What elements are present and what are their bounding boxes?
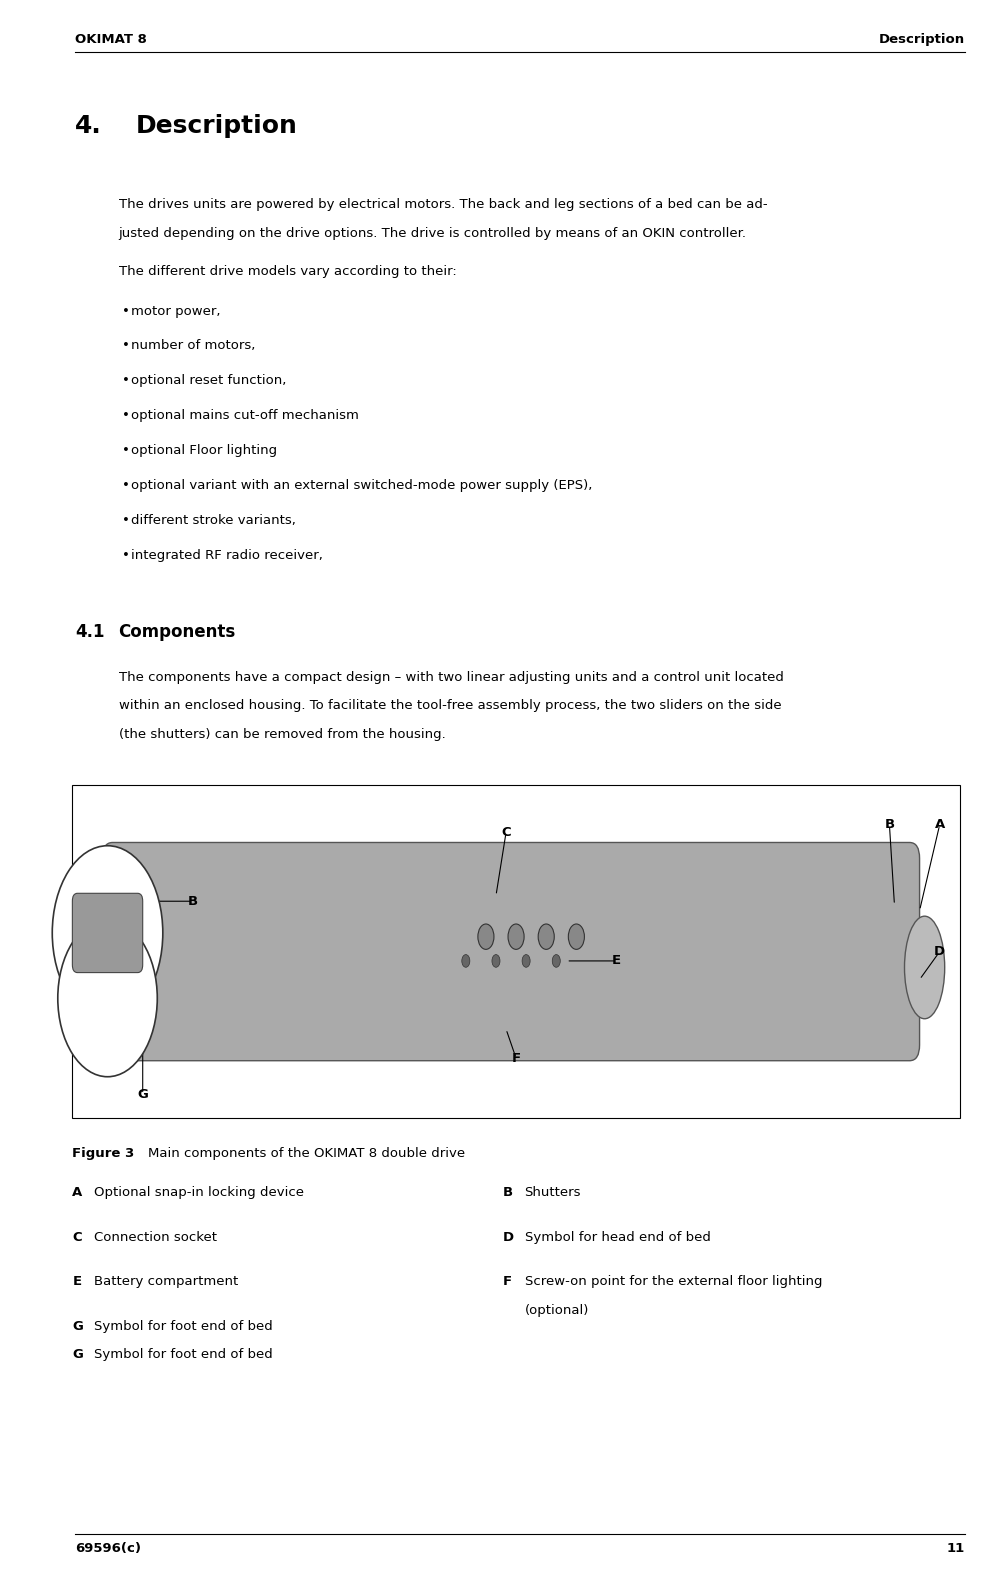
Text: 69596(c): 69596(c): [75, 1542, 142, 1554]
Text: Symbol for foot end of bed: Symbol for foot end of bed: [94, 1348, 273, 1361]
Ellipse shape: [80, 882, 125, 1021]
Circle shape: [508, 925, 525, 950]
Text: A: A: [935, 818, 945, 831]
Text: E: E: [612, 955, 621, 967]
Text: 11: 11: [947, 1542, 965, 1554]
Circle shape: [553, 955, 561, 967]
Text: F: F: [512, 1052, 521, 1064]
Text: number of motors,: number of motors,: [131, 339, 255, 352]
FancyBboxPatch shape: [72, 785, 960, 1118]
Text: Components: Components: [119, 623, 236, 641]
Text: Battery compartment: Battery compartment: [94, 1275, 239, 1288]
Text: Description: Description: [136, 114, 297, 138]
Text: C: C: [72, 1231, 82, 1243]
Text: D: D: [934, 945, 946, 958]
Text: The components have a compact design – with two linear adjusting units and a con: The components have a compact design – w…: [119, 671, 784, 684]
Text: (optional): (optional): [525, 1304, 589, 1316]
Text: C: C: [501, 826, 511, 839]
Circle shape: [539, 925, 555, 950]
Text: Shutters: Shutters: [525, 1186, 581, 1199]
Text: •: •: [122, 409, 130, 422]
Circle shape: [523, 955, 531, 967]
Text: within an enclosed housing. To facilitate the tool-free assembly process, the tw: within an enclosed housing. To facilitat…: [119, 699, 781, 712]
Text: motor power,: motor power,: [131, 305, 220, 317]
Text: •: •: [122, 479, 130, 492]
Circle shape: [461, 955, 469, 967]
Circle shape: [478, 925, 494, 950]
Text: Figure 3: Figure 3: [72, 1147, 135, 1159]
FancyBboxPatch shape: [103, 842, 920, 1061]
Text: •: •: [122, 444, 130, 457]
Text: Symbol for foot end of bed: Symbol for foot end of bed: [94, 1320, 273, 1332]
Text: different stroke variants,: different stroke variants,: [131, 514, 295, 527]
Text: A: A: [97, 926, 108, 939]
Text: F: F: [502, 1275, 512, 1288]
Text: optional mains cut-off mechanism: optional mains cut-off mechanism: [131, 409, 359, 422]
Text: Optional snap-in locking device: Optional snap-in locking device: [94, 1186, 305, 1199]
Text: The different drive models vary according to their:: The different drive models vary accordin…: [119, 265, 456, 278]
Text: •: •: [122, 374, 130, 387]
Circle shape: [52, 845, 163, 1020]
Text: 4.1: 4.1: [75, 623, 105, 641]
Text: G: G: [72, 1320, 83, 1332]
Text: Screw-on point for the external floor lighting: Screw-on point for the external floor li…: [525, 1275, 822, 1288]
Text: G: G: [72, 1348, 83, 1361]
Text: optional Floor lighting: optional Floor lighting: [131, 444, 276, 457]
Circle shape: [57, 920, 157, 1077]
Text: Main components of the OKIMAT 8 double drive: Main components of the OKIMAT 8 double d…: [148, 1147, 465, 1159]
Text: E: E: [72, 1275, 81, 1288]
Text: justed depending on the drive options. The drive is controlled by means of an OK: justed depending on the drive options. T…: [119, 227, 747, 239]
Ellipse shape: [904, 917, 945, 1018]
Text: B: B: [188, 895, 198, 907]
Text: optional variant with an external switched-mode power supply (EPS),: optional variant with an external switch…: [131, 479, 592, 492]
Circle shape: [569, 925, 585, 950]
Text: D: D: [502, 1231, 514, 1243]
Text: •: •: [122, 305, 130, 317]
Text: A: A: [72, 1186, 82, 1199]
Text: The drives units are powered by electrical motors. The back and leg sections of : The drives units are powered by electric…: [119, 198, 767, 211]
Text: •: •: [122, 514, 130, 527]
Text: optional reset function,: optional reset function,: [131, 374, 286, 387]
Text: OKIMAT 8: OKIMAT 8: [75, 33, 148, 46]
Text: •: •: [122, 549, 130, 561]
Text: (the shutters) can be removed from the housing.: (the shutters) can be removed from the h…: [119, 728, 445, 741]
FancyBboxPatch shape: [72, 893, 143, 972]
Text: Symbol for head end of bed: Symbol for head end of bed: [525, 1231, 711, 1243]
Text: integrated RF radio receiver,: integrated RF radio receiver,: [131, 549, 323, 561]
Text: Description: Description: [878, 33, 965, 46]
Circle shape: [491, 955, 499, 967]
Text: B: B: [884, 818, 894, 831]
Text: B: B: [502, 1186, 513, 1199]
Text: G: G: [138, 1088, 148, 1101]
Text: Connection socket: Connection socket: [94, 1231, 217, 1243]
Text: 4.: 4.: [75, 114, 103, 138]
Text: •: •: [122, 339, 130, 352]
